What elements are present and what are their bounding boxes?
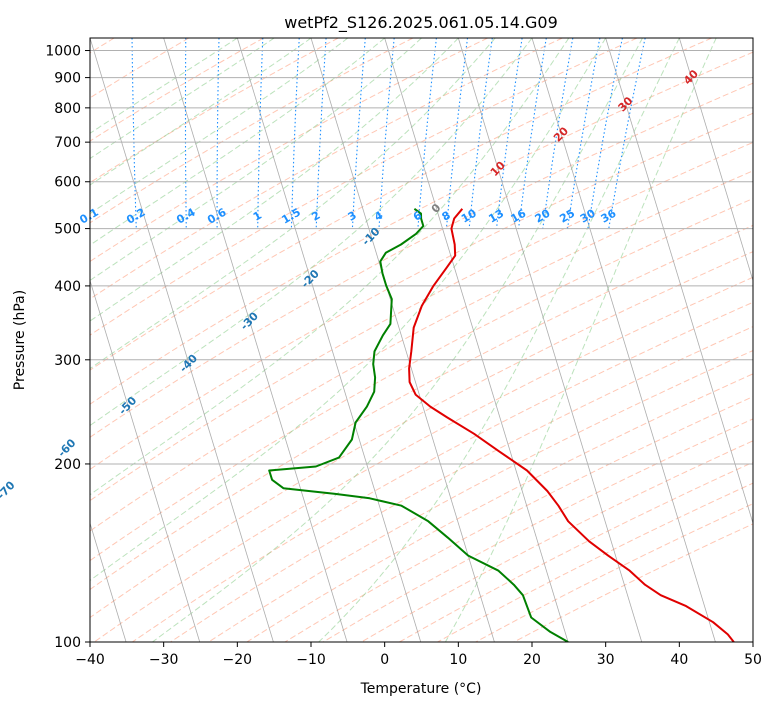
- moist-adiabat-line: [90, 38, 349, 215]
- y-tick-label: 1000: [45, 44, 81, 60]
- dry-adiabat-line: [90, 38, 488, 263]
- moist-adiabat-line: [90, 38, 570, 496]
- isotherm-line: [384, 38, 569, 642]
- y-axis-ticks: 100 200 300 400 500 600 700 800 900 1000: [45, 44, 90, 651]
- dry-adiabat-line: [246, 373, 753, 642]
- moist-adiabat-line: [152, 38, 643, 642]
- temperature-line: [408, 208, 735, 642]
- moist-adiabat-line: [318, 38, 680, 642]
- dry-adiabat-line: [93, 276, 753, 642]
- y-tick-label: 600: [54, 175, 81, 191]
- y-tick-label: 500: [54, 222, 81, 238]
- y-tick-label: 300: [54, 353, 81, 369]
- x-tick-label: 40: [670, 652, 688, 668]
- x-axis-ticks: −40 −30 −20 −10 0 10 20 30 40 50: [75, 642, 762, 668]
- dry-adiabat-line: [90, 38, 563, 300]
- isotherm-line: [457, 38, 643, 642]
- mixing-ratio-line: [542, 38, 574, 229]
- isotherm-line: [163, 38, 348, 642]
- moist-adiabat-line: [444, 38, 717, 642]
- dry-adiabat-line: [90, 38, 712, 371]
- x-tick-label: −40: [75, 652, 105, 668]
- isotherm-line: [531, 38, 716, 642]
- x-tick-label: −30: [149, 652, 179, 668]
- moist-adiabat-line: [90, 38, 607, 582]
- moist-adiabat-line: [90, 38, 238, 134]
- x-tick-label: 0: [380, 652, 389, 668]
- moist-adiabat-line: [90, 38, 459, 322]
- pressure-grid: [90, 50, 753, 642]
- isotherm-line: [236, 38, 422, 642]
- plot-frame: [89, 37, 754, 643]
- dry-adiabat-line: [90, 38, 638, 336]
- dry-adiabat-line: [90, 38, 264, 142]
- mixing-ratio-line: [445, 38, 469, 229]
- y-tick-label: 100: [54, 635, 81, 651]
- x-tick-label: −10: [296, 652, 326, 668]
- dewpoint-line: [268, 207, 569, 642]
- y-tick-label: 900: [54, 71, 81, 87]
- dry-adiabat-line: [90, 141, 753, 502]
- y-axis-label: Pressure (hPa): [12, 290, 28, 390]
- y-tick-label: 800: [54, 101, 81, 117]
- isotherm-line: [605, 38, 753, 525]
- x-tick-label: 10: [449, 652, 467, 668]
- background-lines: [90, 38, 753, 642]
- dry-adiabat-line: [90, 51, 753, 405]
- x-tick-label: 30: [597, 652, 615, 668]
- dry-adiabat-line: [90, 170, 753, 532]
- moist-adiabat-line: [90, 38, 422, 282]
- moist-adiabat-line: [90, 38, 275, 160]
- y-tick-label: 200: [54, 457, 81, 473]
- x-tick-label: 50: [744, 652, 762, 668]
- x-axis-label: Temperature (°C): [360, 681, 482, 697]
- mixing-ratio-line: [495, 38, 523, 229]
- dry-adiabat-line: [90, 38, 190, 99]
- isotherm-line: [678, 38, 753, 282]
- chart-title: wetPf2_S126.2025.061.05.14.G09: [284, 13, 558, 33]
- y-tick-label: 400: [54, 279, 81, 295]
- dry-adiabat-line: [90, 82, 753, 438]
- isotherm-line: [90, 279, 201, 642]
- moist-adiabat-line: [90, 38, 386, 246]
- moist-adiabat-line: [90, 38, 496, 370]
- sounding-traces: [268, 207, 735, 642]
- mixing-ratio-line: [468, 38, 493, 229]
- dry-adiabat-line: [90, 224, 753, 591]
- isotherm-line: [90, 38, 274, 642]
- isotherm-line: [90, 521, 127, 642]
- x-tick-label: 20: [523, 652, 541, 668]
- mixing-ratio-line: [518, 38, 547, 229]
- dry-adiabat-line: [284, 396, 753, 642]
- x-tick-label: −20: [223, 652, 253, 668]
- y-tick-label: 700: [54, 135, 81, 151]
- dry-adiabat-line: [170, 326, 753, 642]
- moist-adiabat-line: [90, 38, 533, 427]
- mixing-ratio-line: [417, 38, 437, 229]
- isotherm-line: [310, 38, 495, 642]
